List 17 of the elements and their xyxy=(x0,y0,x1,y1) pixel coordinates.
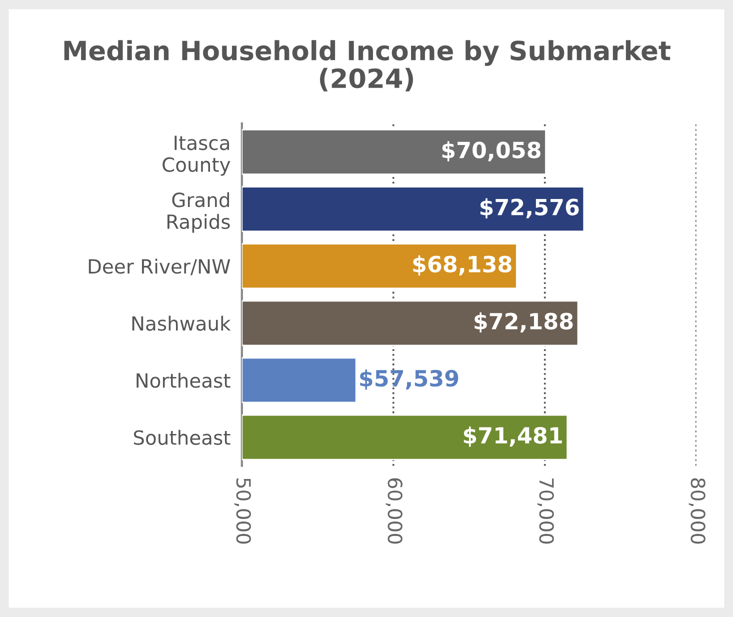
data-label: $70,058 xyxy=(442,141,540,162)
data-label: $57,539 xyxy=(360,369,458,390)
data-label: $72,576 xyxy=(480,198,579,218)
y-tick-label: Itasca County xyxy=(162,136,230,176)
chart-title: Median Household Income by Submarket (2024) xyxy=(64,40,670,92)
y-tick-label: Deer River/NW xyxy=(88,258,230,276)
data-label: $72,188 xyxy=(474,312,573,333)
y-tick-label: Southeast xyxy=(134,430,230,445)
y-tick-label: Grand Rapids xyxy=(167,192,230,233)
x-tick-label: 50,000 xyxy=(234,478,251,544)
y-tick-label: Nashwauk xyxy=(132,316,231,331)
x-tick-label: 80,000 xyxy=(688,478,706,544)
data-label: $68,138 xyxy=(413,255,512,276)
x-tick-label: 70,000 xyxy=(537,478,554,544)
data-label: $71,481 xyxy=(464,426,562,447)
x-tick-label: 60,000 xyxy=(386,478,402,544)
y-tick-label: Northeast xyxy=(136,372,230,388)
